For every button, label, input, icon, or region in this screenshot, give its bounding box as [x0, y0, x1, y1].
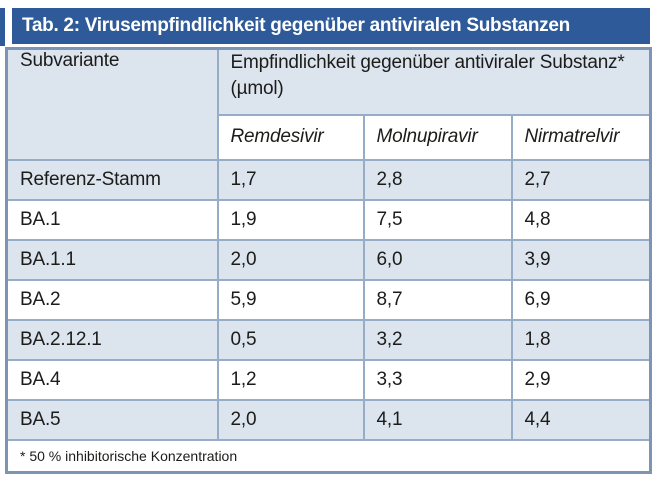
row-label-cell: BA.2 — [5, 278, 219, 321]
value-cell: 2,0 — [216, 398, 365, 441]
table-row: BA.2.12.1 0,5 3,2 1,8 — [5, 318, 652, 361]
table-row: Referenz-Stamm 1,7 2,8 2,7 — [5, 158, 652, 201]
value-cell: 8,7 — [362, 278, 513, 321]
header-row-main: Subvariante Empfindlichkeit gegenüber an… — [5, 47, 652, 161]
table-row: BA.5 2,0 4,1 4,4 — [5, 398, 652, 441]
column-header-remdesivir: Remdesivir — [216, 113, 365, 161]
value-cell: 1,9 — [216, 198, 365, 241]
value-cell: 0,5 — [216, 318, 365, 361]
row-label-cell: Referenz-Stamm — [5, 158, 219, 201]
column-header-subvariante: Subvariante — [5, 47, 219, 161]
value-cell: 2,8 — [362, 158, 513, 201]
value-cell: 2,0 — [216, 238, 365, 281]
value-cell: 1,7 — [216, 158, 365, 201]
row-label-cell: BA.5 — [5, 398, 219, 441]
value-cell: 4,1 — [362, 398, 513, 441]
value-cell: 7,5 — [362, 198, 513, 241]
row-label-cell: BA.1 — [5, 198, 219, 241]
virus-sensitivity-table: Subvariante Empfindlichkeit gegenüber an… — [5, 47, 653, 474]
value-cell: 6,9 — [510, 278, 652, 321]
footnote: * 50 % inhibitorische Konzentration — [5, 438, 652, 474]
value-cell: 6,0 — [362, 238, 513, 281]
value-cell: 3,3 — [362, 358, 513, 401]
row-label-cell: BA.1.1 — [5, 238, 219, 281]
table-row: BA.4 1,2 3,3 2,9 — [5, 358, 652, 401]
value-cell: 5,9 — [216, 278, 365, 321]
table-row: BA.1.1 2,0 6,0 3,9 — [5, 238, 652, 281]
table-row: BA.1 1,9 7,5 4,8 — [5, 198, 652, 241]
page-edge-artifact — [0, 8, 5, 46]
column-header-group: Empfindlichkeit gegenüber antiviraler Su… — [216, 47, 652, 116]
row-label-cell: BA.4 — [5, 358, 219, 401]
value-cell: 2,7 — [510, 158, 652, 201]
value-cell: 2,9 — [510, 358, 652, 401]
value-cell: 4,4 — [510, 398, 652, 441]
header-row-drugs: Remdesivir Molnupiravir Nirmatrelvir — [7, 113, 652, 161]
value-cell: 1,2 — [216, 358, 365, 401]
column-header-nirmatrelvir: Nirmatrelvir — [510, 113, 652, 161]
value-cell: 4,8 — [510, 198, 652, 241]
row-label-cell: BA.2.12.1 — [5, 318, 219, 361]
footnote-row: * 50 % inhibitorische Konzentration — [5, 438, 652, 474]
table-row: BA.2 5,9 8,7 6,9 — [5, 278, 652, 321]
value-cell: 1,8 — [510, 318, 652, 361]
column-header-molnupiravir: Molnupiravir — [362, 113, 513, 161]
table-title: Tab. 2: Virusempfindlichkeit gegenüber a… — [22, 15, 570, 36]
value-cell: 3,2 — [362, 318, 513, 361]
value-cell: 3,9 — [510, 238, 652, 281]
table-title-bar: Tab. 2: Virusempfindlichkeit gegenüber a… — [12, 8, 650, 44]
